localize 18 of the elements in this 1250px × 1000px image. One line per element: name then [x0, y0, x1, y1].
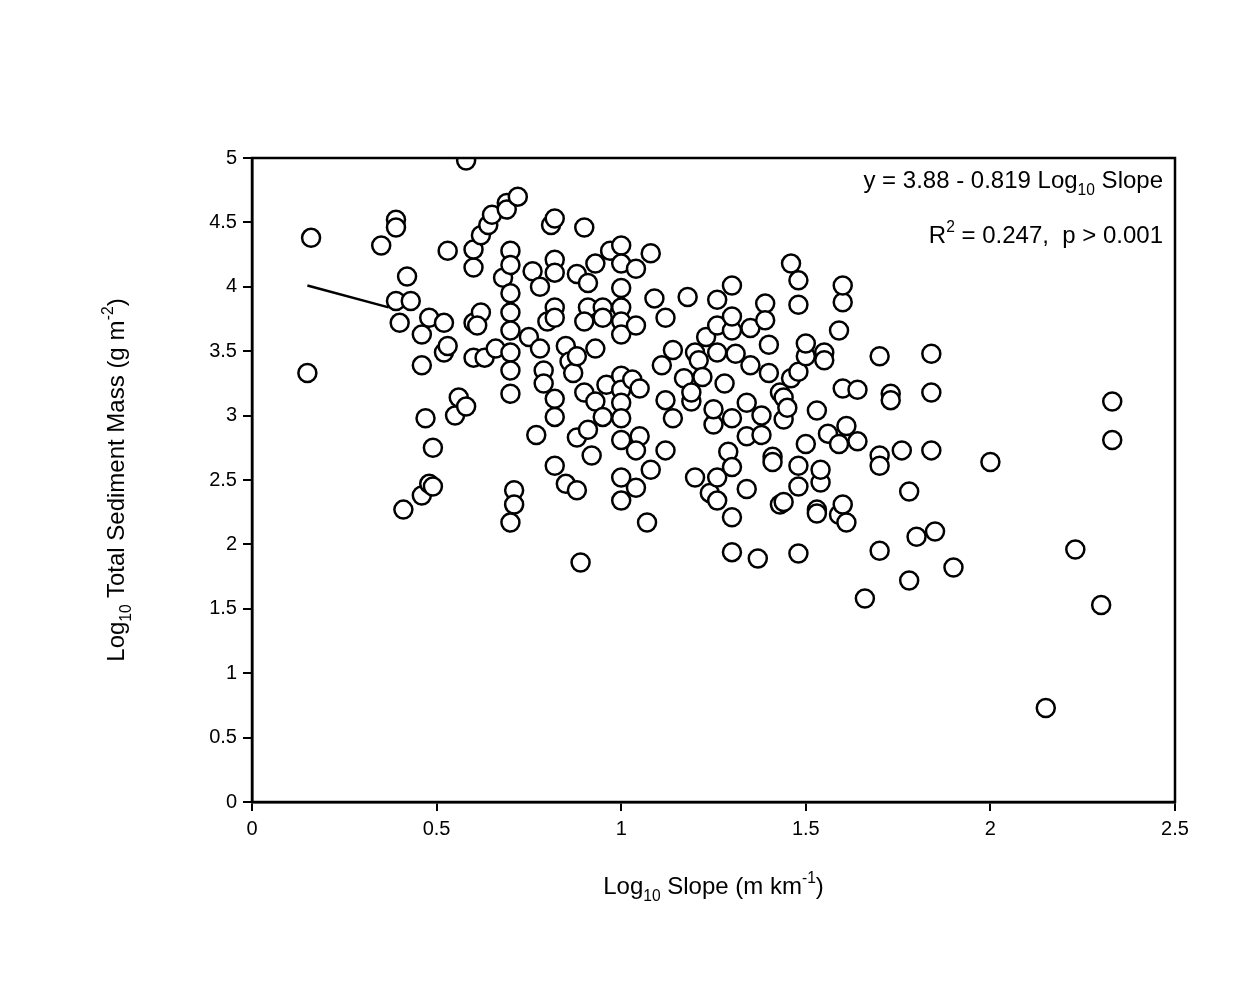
y-tick-label: 5	[225, 145, 237, 168]
y-tick-label: 2.5	[209, 467, 237, 490]
y-axis-title: Log10 Total Sediment Mass (g m-2)	[99, 298, 135, 662]
y-tick-label: 1	[225, 660, 237, 683]
x-tick-label: 1	[615, 816, 627, 839]
y-tick-label: 4	[225, 274, 237, 297]
x-tick-label: 0	[246, 816, 258, 839]
x-tick-label: 2.5	[1161, 816, 1189, 839]
y-tick-label: 4.5	[209, 209, 237, 232]
y-tick-label: 0.5	[209, 725, 237, 748]
y-tick-label: 1.5	[209, 596, 237, 619]
y-tick-label: 2	[225, 531, 237, 554]
y-tick-label: 0	[225, 789, 237, 812]
x-tick-label: 0.5	[422, 816, 451, 839]
y-tick-label: 3	[225, 403, 237, 426]
y-tick-label: 3.5	[209, 338, 237, 361]
x-tick-label: 2	[984, 816, 996, 839]
x-tick-label: 1.5	[791, 816, 820, 839]
